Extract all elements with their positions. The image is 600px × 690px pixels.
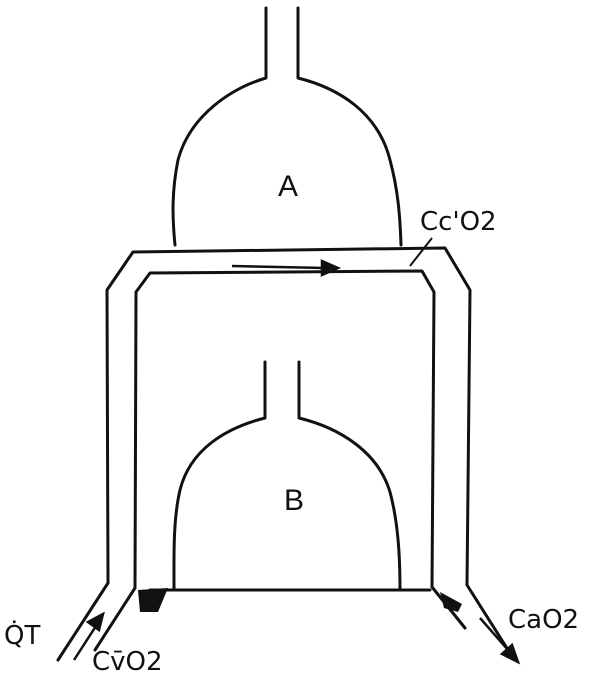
label-capillary-o2: Cc'O2 [420, 207, 497, 237]
inlet-flow-arrow [72, 625, 98, 661]
vessel-outer-wall [105, 246, 512, 655]
inlet-junction-mark [138, 588, 168, 612]
inlet-vessel-wall-outer [56, 581, 110, 662]
alveolus-a [171, 6, 403, 247]
alveolus-b [172, 360, 402, 592]
outlet-flow-arrowhead [499, 642, 521, 665]
label-arterial-o2: CaO2 [508, 605, 579, 635]
inlet-vessel-wall-inner [93, 586, 137, 652]
vessel-inner-wall [133, 269, 467, 630]
capillary-flow-arrowhead [320, 259, 342, 277]
label-flow-in: Q̇T [4, 619, 40, 651]
capillary-flow-arrow [231, 264, 326, 270]
outlet-flow-arrow [479, 617, 509, 651]
inlet-flow-arrowhead [85, 611, 105, 633]
capillary-label-leader [409, 237, 433, 267]
outlet-junction-mark [440, 592, 462, 612]
label-venous-o2: Cv̄O2 [92, 647, 163, 677]
label-a: A [278, 170, 298, 203]
label-b: B [284, 484, 304, 517]
